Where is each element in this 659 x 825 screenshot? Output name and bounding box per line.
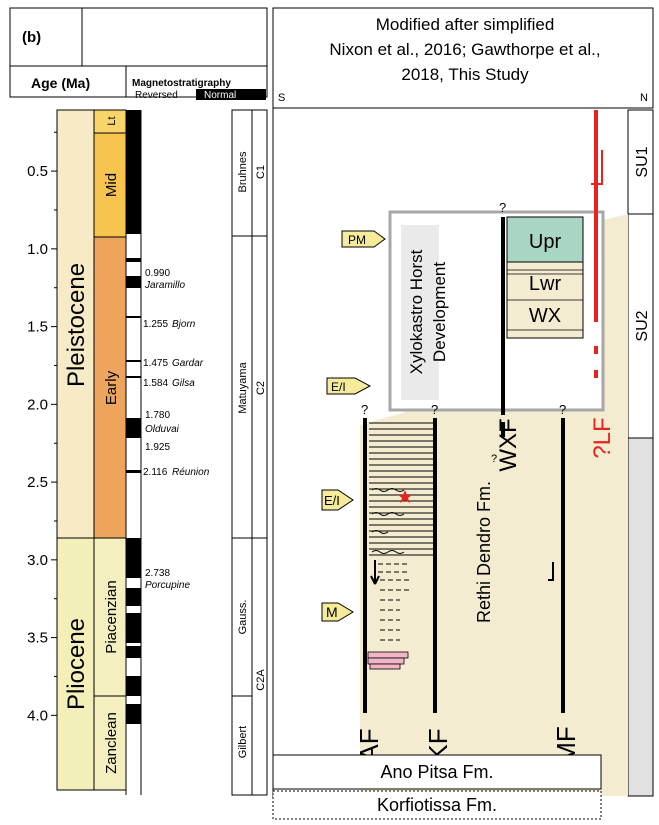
question-mark: ? [491, 453, 497, 465]
env-arrow-pm: PM [341, 230, 386, 248]
chron-event-name: Bjorn [172, 319, 196, 330]
source-line-3: 2018, This Study [401, 65, 529, 84]
svg-text:M: M [326, 604, 338, 620]
question-mark: ? [499, 200, 506, 215]
source-line-1: Modified after simplified [376, 15, 555, 34]
svg-text:E/I: E/I [324, 493, 340, 508]
source-header-frame [272, 7, 654, 109]
age-tick-label: 3.0 [27, 552, 48, 569]
chron-event-name: Réunion [172, 467, 210, 478]
chron-event-age: 1.255 [143, 319, 168, 330]
question-mark: ? [559, 402, 566, 417]
age-tick-label: 4.0 [27, 707, 48, 724]
chron-events: 0.990 Jaramillo 1.255 Bjorn 1.475 Gardar… [143, 268, 210, 591]
south-label: S [278, 92, 285, 104]
chron-event-name: Olduvai [145, 424, 180, 435]
svg-text:E/I: E/I [331, 380, 346, 394]
mid-stage-box [93, 132, 127, 238]
piacenzian-stage-label: Piacenzian [103, 580, 120, 653]
lwr-label: Lwr [529, 273, 562, 295]
xylokastro-line-2: Development [430, 262, 449, 362]
magnetostratigraphy-header: Magnetostratigraphy [132, 78, 231, 89]
sample-star-icon [398, 490, 412, 503]
lf-motion-arrow [591, 150, 603, 185]
north-label: N [640, 92, 648, 104]
korfiotissa-box [272, 790, 602, 820]
age-tick-label: 2.5 [27, 474, 48, 491]
c2a-label: C2A [255, 669, 267, 691]
mid-stage-label: Mid [103, 173, 120, 197]
env-arrow-ei-lower: E/I [321, 489, 354, 511]
age-axis: 0.5 1.0 1.5 2.0 2.5 3.0 3.5 4.0 [27, 110, 58, 790]
zanclean-stage-box [93, 695, 127, 791]
polarity-column [125, 110, 142, 795]
su2-label: SU2 [634, 310, 651, 341]
normal-label: Normal [204, 90, 236, 101]
age-header: Age (Ma) [31, 75, 90, 91]
su-column: SU1 SU2 [627, 109, 654, 797]
dashed-beds [378, 563, 410, 641]
bruhnes-label: Bruhnes [237, 151, 249, 192]
question-mark: ? [431, 402, 438, 417]
chron-event-age: 1.925 [145, 442, 170, 453]
chron-event-age: 1.584 [143, 378, 168, 389]
chron-event-age: 1.780 [145, 410, 170, 421]
panel-label: (b) [22, 29, 41, 46]
matuyama-label: Matuyama [237, 361, 249, 413]
gauss-label: Gauss. [237, 600, 249, 635]
pliocene-epoch-box [56, 537, 95, 791]
ano-pitsa-box [272, 754, 602, 790]
su1-label: SU1 [634, 146, 651, 177]
chron-event-name: Gardar [172, 358, 204, 369]
age-tick-label: 0.5 [27, 163, 48, 180]
svg-text:PM: PM [348, 233, 366, 247]
xylokastro-label-bg [401, 225, 439, 400]
pleistocene-label: Pleistocene [63, 263, 90, 387]
env-arrow-ei-upper: E/I [326, 377, 372, 395]
log-lenses [371, 488, 405, 554]
normal-legend-swatch [196, 89, 266, 100]
wx-label: WX [529, 305, 561, 327]
pliocene-label: Pliocene [63, 618, 90, 710]
chron-event-age: 0.990 [145, 268, 170, 279]
header-frame [9, 7, 268, 98]
chron-event-name: Porcupine [145, 580, 190, 591]
question-mark: ? [361, 402, 368, 417]
chron-event-name: Gilsa [172, 378, 195, 389]
ano-pitsa-label: Ano Pitsa Fm. [380, 762, 493, 782]
lf-label: ?LF [589, 417, 616, 458]
af-motion-arrow [370, 560, 380, 585]
age-tick-label: 2.0 [27, 396, 48, 413]
environment-arrows: PM E/I E/I M [321, 230, 386, 622]
chron-event-age: 2.116 [143, 467, 168, 478]
zanclean-stage-label: Zanclean [103, 712, 120, 774]
age-tick-label: 1.5 [27, 319, 48, 336]
mf-motion-arrow [548, 562, 554, 581]
age-tick-label: 3.5 [27, 630, 48, 647]
c1-label: C1 [255, 165, 267, 179]
upr-unit-box [506, 216, 584, 263]
lt-stage-label: Lt [106, 116, 118, 125]
wxf-label: WXF [495, 418, 522, 471]
chron-event-age: 2.738 [145, 568, 170, 579]
source-line-2: Nixon et al., 2016; Gawthorpe et al., [329, 40, 600, 59]
gilbert-label: Gilbert [237, 726, 249, 758]
chron-columns: Bruhnes C1 Matuyama C2 Gauss. C2A Gilber… [231, 109, 268, 796]
piacenzian-stage-box [93, 537, 127, 697]
age-tick-label: 1.0 [27, 241, 48, 258]
early-stage-label: Early [103, 370, 120, 405]
xylokastro-line-1: Xylokastro Horst [407, 249, 426, 374]
pink-beds [367, 651, 409, 670]
env-arrow-m: M [321, 602, 354, 622]
chron-event-name: Jaramillo [144, 280, 185, 291]
sediment-log [367, 420, 433, 670]
chron-event-age: 1.475 [143, 358, 168, 369]
rethi-dendro-label: Rethi Dendro Fm. [474, 481, 494, 623]
c2-label: C2 [255, 381, 267, 395]
korfiotissa-label: Korfiotissa Fm. [377, 795, 497, 815]
upr-label: Upr [529, 231, 562, 253]
reversed-label: Reversed [135, 90, 178, 101]
